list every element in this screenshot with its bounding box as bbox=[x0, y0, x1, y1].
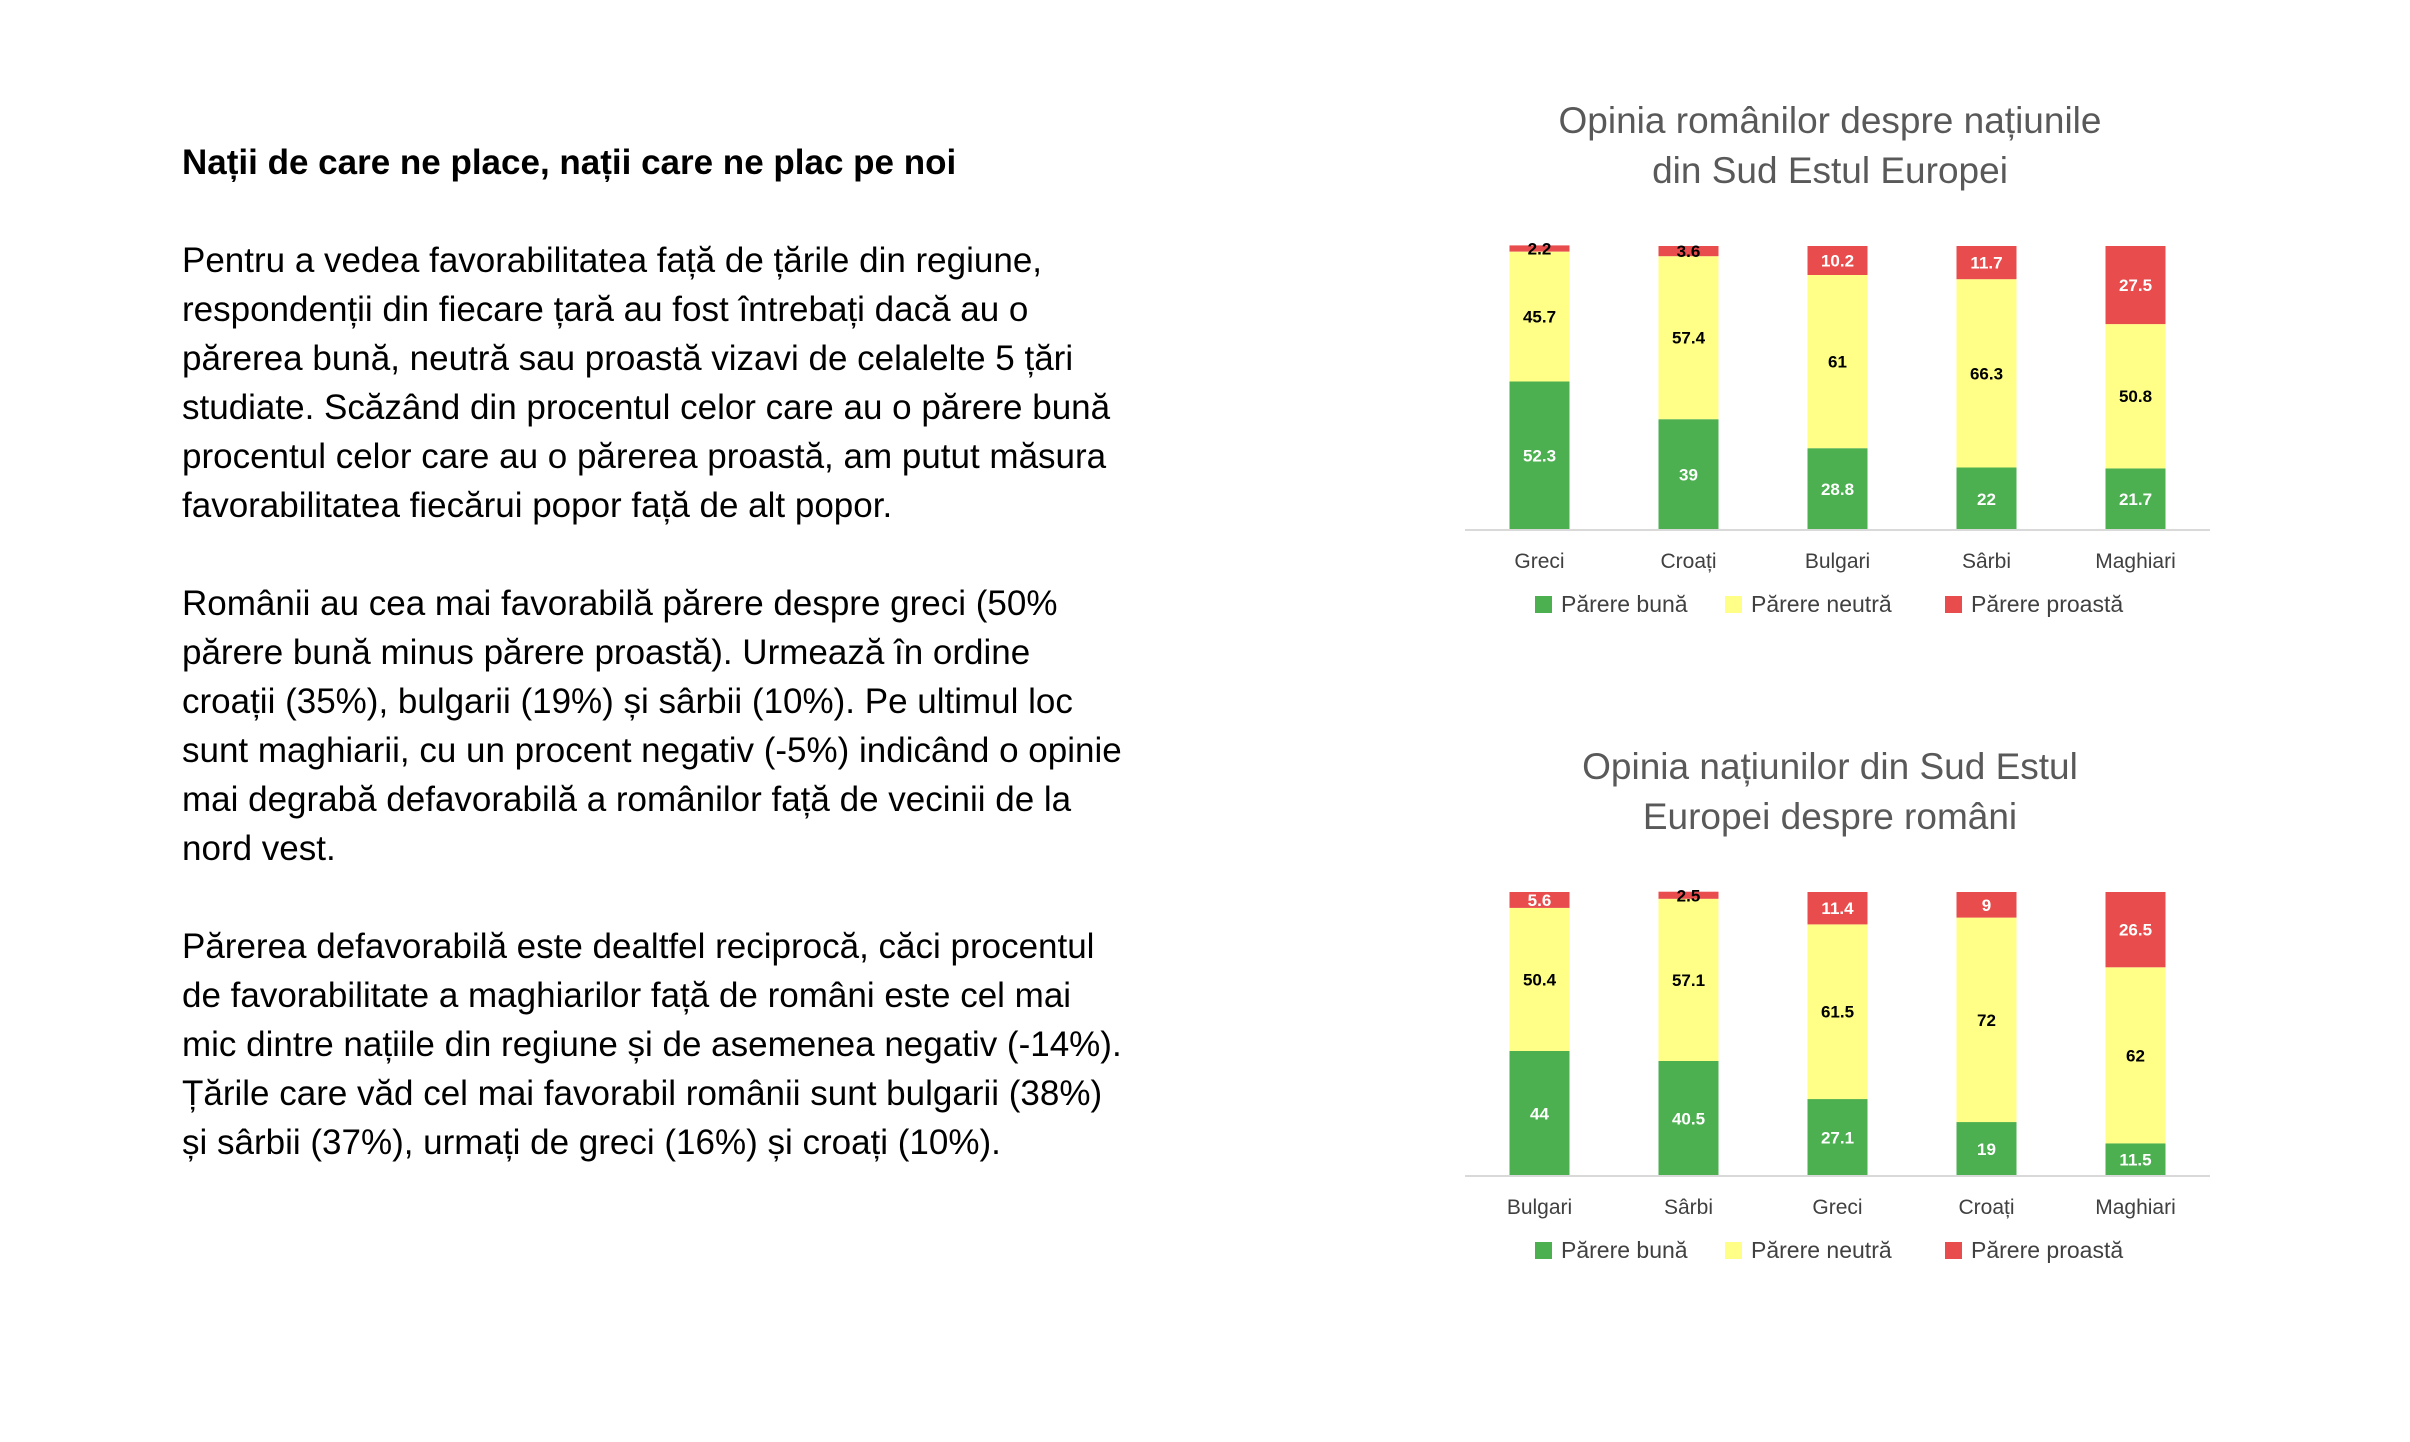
data-label: 44 bbox=[1530, 1105, 1549, 1124]
data-label: 39 bbox=[1679, 466, 1698, 485]
slide: Nații de care ne place, nații care ne pl… bbox=[182, 96, 2220, 1263]
legend-label-neutral: Părere neutră bbox=[1751, 591, 1892, 617]
bar-bad bbox=[1956, 246, 2017, 280]
legend-label-neutral: Părere neutră bbox=[1751, 1237, 1892, 1263]
legend-swatch-bad bbox=[1945, 596, 1962, 613]
category-label: Greci bbox=[1812, 1196, 1862, 1219]
data-label: 52.3 bbox=[1523, 447, 1556, 466]
slide-heading: Nații de care ne place, nații care ne pl… bbox=[182, 143, 957, 182]
text-column: Nații de care ne place, nații care ne pl… bbox=[182, 138, 1122, 1216]
data-label: 11.5 bbox=[2119, 1151, 2151, 1170]
bar-good bbox=[1807, 1099, 1868, 1176]
bar-neutral bbox=[1956, 917, 2017, 1123]
chart-plot: 44 50.4 5.6 Bulgari 40.5 57.1 2.5 Sârbi 27.1 61.5… bbox=[1465, 886, 2210, 1263]
data-label: 57.1 bbox=[1672, 971, 1705, 990]
bar-good bbox=[1509, 1051, 1570, 1176]
category-label: Sârbi bbox=[1962, 550, 2011, 573]
bar-bad bbox=[1658, 891, 1719, 899]
category-label: Maghiari bbox=[2095, 550, 2176, 573]
bar-bad bbox=[1807, 892, 1868, 925]
bar-neutral bbox=[1956, 279, 2017, 468]
legend-swatch-neutral bbox=[1725, 596, 1742, 613]
category-label: Croați bbox=[1958, 1196, 2014, 1219]
data-label: 26.5 bbox=[2119, 921, 2152, 940]
data-label: 19 bbox=[1977, 1140, 1996, 1159]
bar-neutral bbox=[1509, 251, 1570, 382]
bar-neutral bbox=[1807, 275, 1868, 449]
legend-label-good: Părere bună bbox=[1561, 591, 1688, 617]
data-label: 21.7 bbox=[2119, 490, 2152, 509]
bar-bad bbox=[2105, 892, 2166, 968]
legend-swatch-neutral bbox=[1725, 1242, 1742, 1259]
bar-good bbox=[1658, 1061, 1719, 1176]
data-label: 10.2 bbox=[1821, 252, 1854, 271]
data-label: 11.4 bbox=[1821, 899, 1854, 918]
data-label: 45.7 bbox=[1523, 308, 1556, 327]
bar-neutral bbox=[1658, 256, 1719, 420]
bar-bad bbox=[2105, 246, 2166, 325]
legend-swatch-bad bbox=[1945, 1242, 1962, 1259]
bar-bad bbox=[1509, 245, 1570, 252]
category-label: Croați bbox=[1660, 550, 1716, 573]
data-label: 57.4 bbox=[1672, 329, 1706, 348]
chart-title-line-2: din Sud Estul Europei bbox=[1652, 150, 2008, 191]
chart-romanians-opinion: Opinia românilor despre națiunile din Su… bbox=[1440, 96, 2220, 617]
data-label: 22 bbox=[1977, 490, 1996, 509]
chart-opinion-about-romanians: Opinia națiunilor din Sud Estul Europei … bbox=[1440, 742, 2220, 1263]
bar-good bbox=[1956, 1122, 2017, 1176]
legend-swatch-good bbox=[1535, 1242, 1552, 1259]
data-label: 3.6 bbox=[1677, 242, 1701, 261]
chart-title-line-1: Opinia națiunilor din Sud Estul bbox=[1582, 746, 2078, 787]
category-label: Sârbi bbox=[1664, 1196, 1713, 1219]
bar-good bbox=[1509, 381, 1570, 530]
bar-neutral bbox=[2105, 324, 2166, 469]
data-label: 61.5 bbox=[1821, 1003, 1854, 1022]
data-label: 62 bbox=[2126, 1046, 2145, 1065]
category-label: Bulgari bbox=[1805, 550, 1870, 573]
bar-bad bbox=[1956, 892, 2017, 918]
legend-swatch-good bbox=[1535, 596, 1552, 613]
bar-good bbox=[1807, 448, 1868, 530]
paragraph-method: Pentru a vedea favorabilitatea față de ț… bbox=[182, 241, 1111, 525]
data-label: 66.3 bbox=[1970, 364, 2003, 383]
legend-label-bad: Părere proastă bbox=[1971, 1237, 2123, 1263]
data-label: 50.4 bbox=[1523, 971, 1557, 990]
bar-neutral bbox=[1509, 907, 1570, 1051]
category-label: Bulgari bbox=[1507, 1196, 1572, 1219]
data-label: 27.5 bbox=[2119, 276, 2152, 295]
chart-title-line-1: Opinia românilor despre națiunile bbox=[1558, 100, 2102, 141]
data-label: 61 bbox=[1828, 353, 1847, 372]
category-label: Maghiari bbox=[2095, 1196, 2176, 1219]
data-label: 9 bbox=[1982, 896, 1991, 915]
bar-good bbox=[2105, 468, 2166, 530]
data-label: 2.2 bbox=[1528, 240, 1552, 259]
data-label: 72 bbox=[1977, 1011, 1996, 1030]
legend-label-bad: Părere proastă bbox=[1971, 591, 2123, 617]
category-label: Greci bbox=[1514, 550, 1564, 573]
bar-neutral bbox=[1658, 898, 1719, 1061]
data-label: 27.1 bbox=[1821, 1129, 1854, 1148]
bar-good bbox=[2105, 1143, 2166, 1176]
bar-neutral bbox=[2105, 967, 2166, 1144]
data-label: 2.5 bbox=[1677, 886, 1701, 905]
data-label: 11.7 bbox=[1970, 254, 2002, 273]
paragraph-romanian-opinion: Românii au cea mai favorabilă părere des… bbox=[182, 584, 1122, 868]
bar-good bbox=[1956, 467, 2017, 530]
chart-title: Opinia națiunilor din Sud Estul Europei … bbox=[1440, 742, 2220, 842]
bar-good bbox=[1658, 419, 1719, 530]
chart-title: Opinia românilor despre națiunile din Su… bbox=[1440, 96, 2220, 196]
bar-bad bbox=[1807, 246, 1868, 275]
chart-plot: 52.3 45.7 2.2 Greci 39 57.4 3.6 Croați 28.8 61 10.… bbox=[1465, 240, 2210, 617]
data-label: 5.6 bbox=[1528, 891, 1552, 910]
paragraph-reciprocal-opinion: Părerea defavorabilă este dealtfel recip… bbox=[182, 927, 1122, 1162]
data-label: 50.8 bbox=[2119, 387, 2152, 406]
bar-bad bbox=[1509, 892, 1570, 908]
data-label: 40.5 bbox=[1672, 1110, 1705, 1129]
legend-label-good: Părere bună bbox=[1561, 1237, 1688, 1263]
chart-title-line-2: Europei despre români bbox=[1642, 796, 2018, 837]
data-label: 28.8 bbox=[1821, 480, 1854, 499]
bar-bad bbox=[1658, 246, 1719, 257]
bar-neutral bbox=[1807, 924, 1868, 1100]
